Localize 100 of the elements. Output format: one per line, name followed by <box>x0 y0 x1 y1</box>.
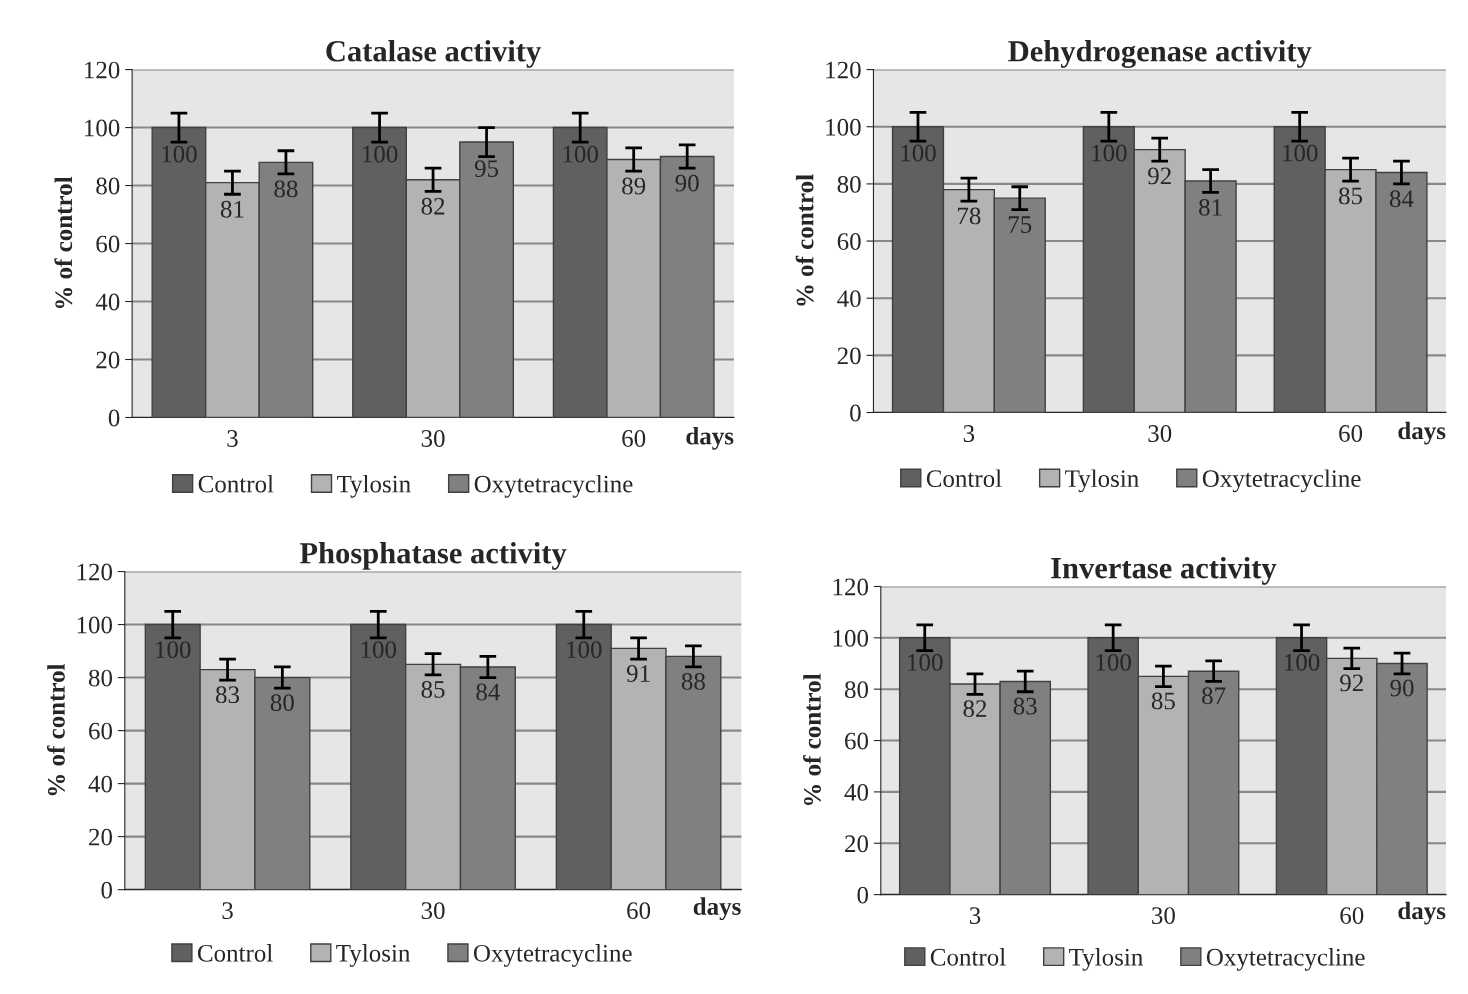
y-axis-title: % of control <box>795 174 814 306</box>
y-tick-label: 20 <box>837 347 861 365</box>
legend-label: Tylosin <box>1065 469 1139 493</box>
data-label: 100 <box>908 653 943 671</box>
x-tick-label: 30 <box>1152 907 1175 924</box>
x-tick-label: 60 <box>627 902 651 920</box>
data-label: 90 <box>675 174 699 192</box>
chart-title: Invertase activity <box>1051 556 1277 585</box>
x-tick-label: 3 <box>963 425 975 442</box>
data-label: 84 <box>476 683 500 701</box>
x-tick-label: 60 <box>1339 425 1363 442</box>
data-label: 100 <box>162 145 197 163</box>
chart-title: Dehydrogenase activity <box>1008 40 1312 68</box>
data-label: 82 <box>963 700 987 718</box>
chart-title: Phosphatase activity <box>299 542 567 570</box>
y-tick-label: 100 <box>833 629 869 647</box>
data-label: 84 <box>1389 190 1414 208</box>
data-label: 87 <box>1202 687 1226 705</box>
data-label: 95 <box>474 160 499 178</box>
data-label: 78 <box>958 207 981 225</box>
legend-label: Control <box>198 474 274 493</box>
y-tick-label: 120 <box>826 61 861 79</box>
data-label: 92 <box>1340 674 1363 692</box>
data-label: 89 <box>622 177 646 195</box>
data-label: 100 <box>1096 653 1131 671</box>
legend-label: Control <box>930 948 1006 966</box>
data-label: 100 <box>901 144 936 162</box>
y-tick-label: 40 <box>837 290 861 308</box>
y-tick-label: 60 <box>89 722 113 740</box>
y-tick-label: 80 <box>844 681 869 699</box>
data-label: 90 <box>1390 679 1414 697</box>
y-tick-label: 0 <box>857 886 869 904</box>
y-tick-label: 40 <box>88 775 113 793</box>
data-label: 85 <box>1339 187 1363 205</box>
y-tick-label: 80 <box>96 177 120 195</box>
y-tick-label: 80 <box>88 669 113 687</box>
x-tick-label: 30 <box>421 430 445 447</box>
data-label: 88 <box>681 673 705 690</box>
x-axis-title: days <box>1398 421 1446 445</box>
x-axis-title: days <box>686 426 734 450</box>
x-tick-label: 3 <box>222 902 233 920</box>
x-tick-label: 3 <box>227 430 238 447</box>
x-axis-title: days <box>1398 901 1446 925</box>
data-label: 91 <box>626 665 650 682</box>
y-axis-title: % of control <box>46 663 65 796</box>
data-label: 100 <box>1283 144 1318 162</box>
y-tick-label: 0 <box>108 409 120 427</box>
legend-label: Oxytetracycline <box>474 474 633 498</box>
data-label: 80 <box>270 694 294 712</box>
y-tick-label: 120 <box>833 578 869 596</box>
data-label: 75 <box>1008 216 1032 233</box>
data-label: 100 <box>1092 144 1127 162</box>
legend-label: Control <box>197 944 273 962</box>
data-label: 85 <box>1151 692 1175 710</box>
y-tick-label: 40 <box>95 293 120 311</box>
y-tick-label: 100 <box>85 119 120 137</box>
x-tick-label: 30 <box>421 902 445 920</box>
data-label: 92 <box>1148 167 1171 185</box>
y-axis-title: % of control <box>803 673 821 806</box>
y-tick-label: 100 <box>826 118 861 136</box>
y-tick-label: 40 <box>844 783 869 801</box>
data-label: 82 <box>421 197 445 215</box>
legend-label: Control <box>926 469 1002 488</box>
legend-label: Tylosin <box>1069 948 1143 971</box>
y-tick-label: 20 <box>89 828 113 846</box>
y-tick-label: 80 <box>837 175 861 193</box>
legend-label: Oxytetracycline <box>1206 948 1365 971</box>
data-label: 100 <box>567 641 602 659</box>
y-tick-label: 0 <box>850 404 861 422</box>
x-tick-label: 60 <box>1340 907 1364 924</box>
y-tick-label: 120 <box>85 61 120 79</box>
data-label: 100 <box>1284 653 1320 671</box>
y-tick-label: 60 <box>845 732 869 750</box>
legend-label: Oxytetracycline <box>1202 469 1361 493</box>
y-tick-label: 20 <box>845 835 869 853</box>
y-tick-label: 100 <box>77 616 113 634</box>
y-axis-title: % of control <box>54 176 73 309</box>
x-tick-label: 30 <box>1148 425 1172 442</box>
data-label: 81 <box>1199 198 1222 216</box>
data-label: 83 <box>1013 697 1037 715</box>
x-axis-title: days <box>693 897 741 921</box>
data-label: 100 <box>361 641 397 659</box>
legend-label: Tylosin <box>336 944 411 967</box>
data-label: 85 <box>421 680 445 698</box>
y-tick-label: 60 <box>837 233 861 250</box>
legend-label: Oxytetracycline <box>473 944 632 967</box>
data-label: 100 <box>156 641 191 659</box>
y-tick-label: 120 <box>77 563 113 581</box>
data-label: 88 <box>274 180 298 198</box>
data-label: 81 <box>220 200 244 218</box>
x-tick-label: 60 <box>622 430 646 447</box>
legend-label: Tylosin <box>336 474 411 498</box>
y-tick-label: 60 <box>96 235 120 253</box>
chart-title: Catalase activity <box>326 40 541 68</box>
data-label: 83 <box>215 686 240 704</box>
data-label: 100 <box>563 145 598 163</box>
data-label: 100 <box>363 145 398 163</box>
x-tick-label: 3 <box>969 907 981 924</box>
y-tick-label: 20 <box>96 351 120 369</box>
y-tick-label: 0 <box>101 881 113 899</box>
